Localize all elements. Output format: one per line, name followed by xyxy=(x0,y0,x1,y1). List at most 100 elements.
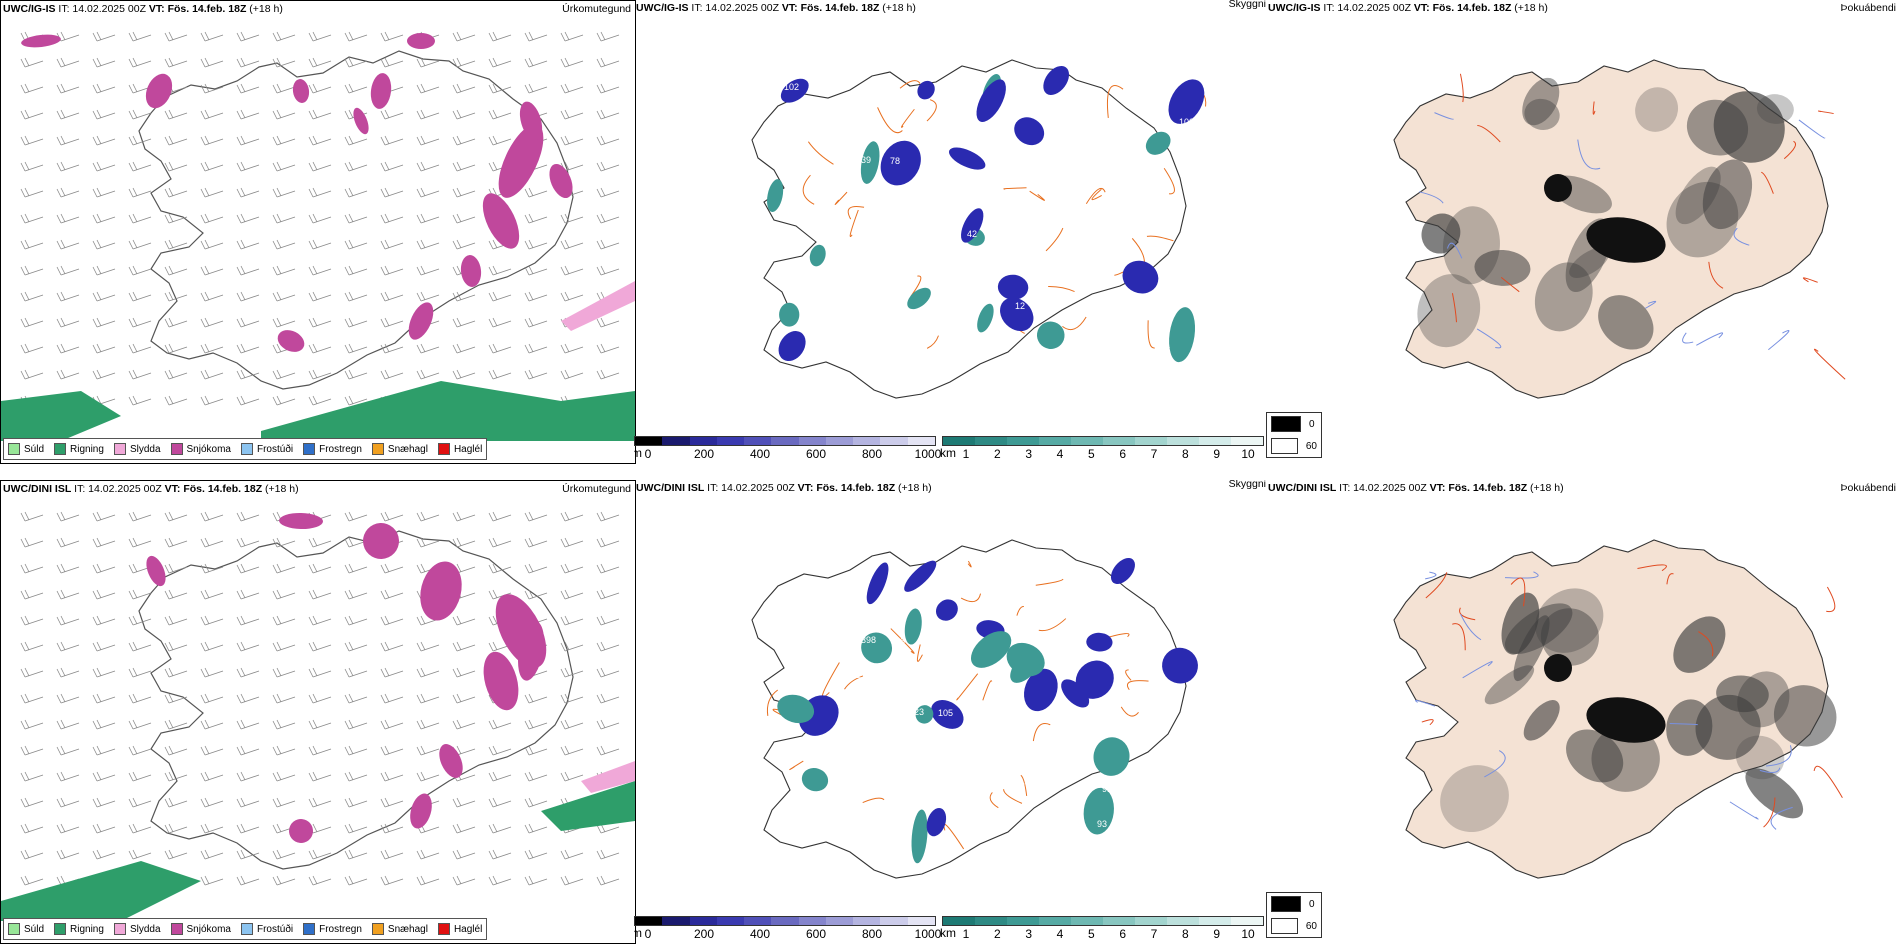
wind-barb xyxy=(344,317,368,328)
wind-barb xyxy=(416,641,440,652)
low-ceiling-area xyxy=(1544,654,1572,682)
rain-area xyxy=(541,781,635,831)
wind-barb xyxy=(128,369,152,380)
wind-barb xyxy=(200,797,224,808)
colorbar-segment xyxy=(825,917,854,925)
wind-barb xyxy=(596,187,620,198)
wind-barb xyxy=(92,369,116,380)
wind-barb xyxy=(128,511,152,522)
wind-barb xyxy=(128,187,152,198)
lead-time: (+18 h) xyxy=(882,2,916,14)
visibility-value: 93 xyxy=(1097,819,1107,829)
wind-barb xyxy=(20,641,44,652)
visibility-value: 126 xyxy=(1097,339,1112,349)
colorbar-segment xyxy=(943,437,975,445)
wind-barb xyxy=(452,615,476,626)
wind-barb xyxy=(596,875,620,886)
wind-barb xyxy=(92,771,116,782)
wind-barb xyxy=(452,511,476,522)
wind-barb xyxy=(236,291,260,302)
wind-barb xyxy=(200,693,224,704)
visibility-value: 57 xyxy=(967,709,977,719)
wind-barb xyxy=(380,875,404,886)
wind-barb xyxy=(164,187,188,198)
wind-barb xyxy=(344,771,368,782)
wind-barb xyxy=(92,537,116,548)
wind-barb xyxy=(488,135,512,146)
wind-barb xyxy=(560,369,584,380)
wind-barb xyxy=(20,719,44,730)
wind-barb xyxy=(92,239,116,250)
visibility-value: 22 xyxy=(1073,303,1083,313)
legend-label: Frostúði xyxy=(256,443,294,455)
wind-barb xyxy=(236,719,260,730)
wind-barb xyxy=(344,797,368,808)
legend-swatch xyxy=(437,923,450,935)
colorbar-tick: 10 xyxy=(1241,927,1255,941)
colorbar-tick: 1 xyxy=(962,447,970,461)
road xyxy=(1510,577,1526,607)
wind-barb xyxy=(524,797,548,808)
visibility-value: 78 xyxy=(1044,782,1054,792)
low-visibility-area xyxy=(861,632,893,664)
road xyxy=(926,99,937,122)
river xyxy=(1759,767,1781,773)
road xyxy=(1147,320,1155,349)
wind-barb xyxy=(20,875,44,886)
wind-barb xyxy=(344,615,368,626)
fog-area xyxy=(1635,87,1679,132)
road xyxy=(1032,723,1051,742)
wind-barb xyxy=(308,187,332,198)
river xyxy=(1425,571,1437,580)
legend-label: 0 xyxy=(1309,418,1315,430)
wind-barb xyxy=(272,395,296,406)
low-visibility-area xyxy=(1168,79,1205,124)
wind-barb xyxy=(380,135,404,146)
low-visibility-area xyxy=(1075,660,1114,699)
wind-barb xyxy=(236,395,260,406)
road xyxy=(910,275,922,297)
wind-barb xyxy=(344,31,368,42)
visibility-value: 12 xyxy=(1015,301,1025,311)
low-visibility-area xyxy=(1145,131,1171,155)
wind-barb xyxy=(380,693,404,704)
wind-barb xyxy=(20,109,44,120)
wind-barb xyxy=(236,213,260,224)
legend-label: Snæhagl xyxy=(387,443,428,455)
lead-time: (+18 h) xyxy=(249,3,283,15)
fog-area xyxy=(1702,159,1753,230)
fog-area xyxy=(1598,295,1654,350)
wind-barb xyxy=(416,511,440,522)
wind-barb xyxy=(308,291,332,302)
legend-swatch xyxy=(240,923,253,935)
road xyxy=(956,673,979,701)
fog-area xyxy=(1686,99,1749,156)
wind-barb xyxy=(596,135,620,146)
wind-barb xyxy=(488,797,512,808)
river xyxy=(1577,139,1601,170)
wind-barb xyxy=(452,849,476,860)
visibility-panel: UWC/IG-IS IT: 14.02.2025 00Z VT: Fös. 14… xyxy=(634,0,1266,470)
wind-barb xyxy=(20,343,44,354)
ceiling-legend-item: 60 xyxy=(1267,435,1321,457)
wind-barb xyxy=(308,135,332,146)
wind-barb xyxy=(164,641,188,652)
wind-barb xyxy=(236,563,260,574)
ceiling-legend-item: 60 xyxy=(1267,915,1321,937)
fog-area xyxy=(1756,94,1794,124)
wind-barb xyxy=(20,265,44,276)
road xyxy=(1698,631,1714,657)
low-visibility-area xyxy=(935,599,958,621)
wind-barb xyxy=(92,511,116,522)
wind-barb xyxy=(128,265,152,276)
wind-barb xyxy=(200,511,224,522)
iceland-outline xyxy=(751,59,1187,399)
wind-barb xyxy=(344,641,368,652)
visibility-value: 11 xyxy=(991,265,1000,275)
low-visibility-area xyxy=(866,562,889,605)
legend-label: Frostúði xyxy=(256,923,294,935)
river xyxy=(1484,750,1506,778)
lead-time: (+18 h) xyxy=(1530,482,1564,494)
wind-barb xyxy=(452,369,476,380)
wind-barb xyxy=(164,667,188,678)
